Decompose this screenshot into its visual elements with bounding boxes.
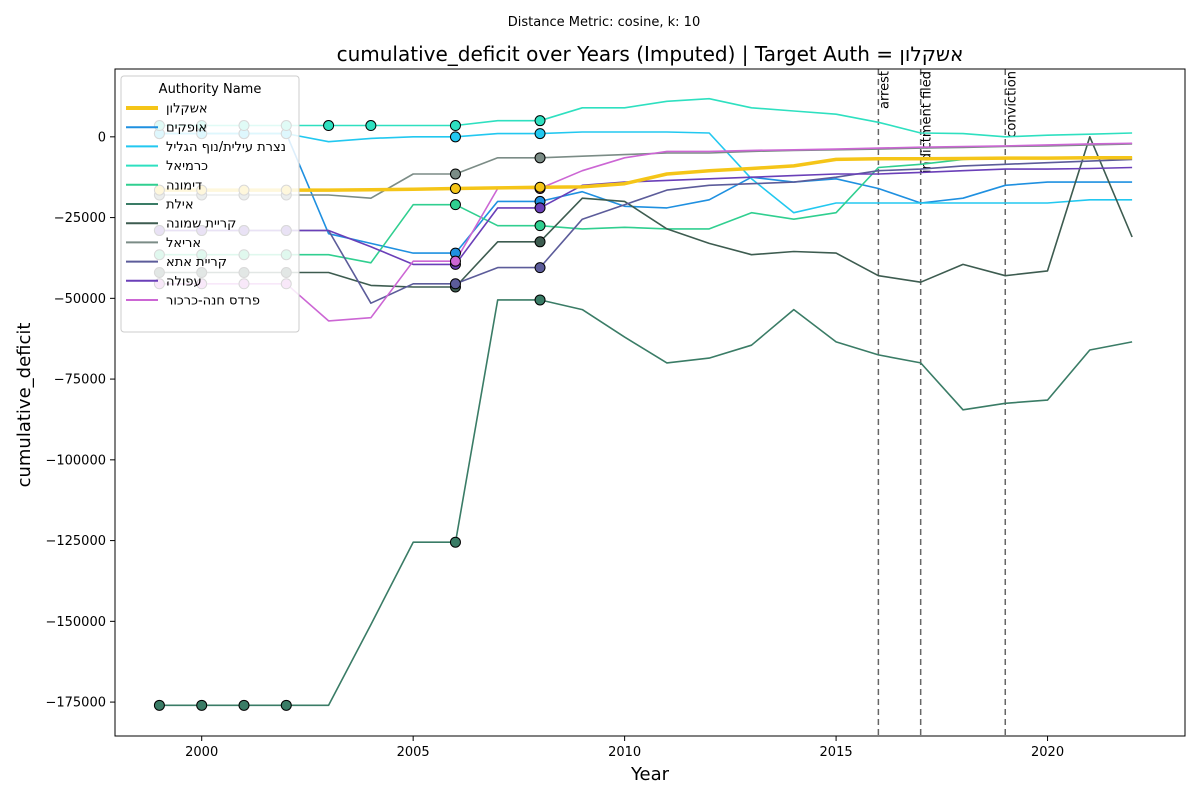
data-point bbox=[534, 236, 546, 248]
y-tick-label: −100000 bbox=[45, 453, 106, 468]
y-tick-label: −75000 bbox=[54, 373, 106, 388]
legend-item-label: קריית שמונה bbox=[166, 217, 236, 232]
legend-item-label: פרדס חנה-כרכור bbox=[166, 294, 260, 309]
data-point bbox=[449, 183, 461, 195]
legend-item-label: אופקים bbox=[166, 121, 207, 136]
data-point bbox=[449, 168, 461, 180]
series-line bbox=[159, 136, 1133, 288]
legend-item-label: נצרת עילית/נוף הגליל bbox=[166, 140, 286, 155]
series-line bbox=[159, 157, 1133, 264]
axes: 2000 2005 2010 2015 2020 0 −25000 −50000 −75000 −… bbox=[45, 130, 1064, 760]
y-tick-label: −25000 bbox=[54, 211, 106, 226]
legend-item-label: אילת bbox=[166, 198, 194, 213]
series-line bbox=[159, 166, 1133, 266]
plot-area: arrest indictment filed conviction bbox=[153, 69, 1133, 736]
data-point bbox=[534, 181, 546, 193]
series-line bbox=[159, 156, 1133, 192]
data-point bbox=[280, 699, 292, 711]
series-line bbox=[159, 132, 1133, 254]
data-point bbox=[238, 699, 250, 711]
legend-item-label: עפולה bbox=[166, 274, 202, 289]
series-line bbox=[159, 131, 1133, 214]
data-point bbox=[449, 120, 461, 132]
x-tick-label: 2000 bbox=[185, 745, 218, 760]
data-point bbox=[449, 199, 461, 211]
y-tick-label: 0 bbox=[98, 130, 106, 145]
data-point bbox=[153, 699, 165, 711]
data-point bbox=[449, 536, 461, 548]
data-point bbox=[534, 262, 546, 274]
legend-item-label: קריית אתא bbox=[166, 255, 227, 270]
legend-title: Authority Name bbox=[159, 82, 262, 97]
data-point bbox=[534, 294, 546, 306]
legend-item-label: אריאל bbox=[166, 236, 201, 251]
data-point bbox=[534, 128, 546, 140]
data-point bbox=[449, 255, 461, 267]
series-line bbox=[159, 299, 1133, 707]
x-tick-label: 2015 bbox=[820, 745, 853, 760]
x-tick-label: 2010 bbox=[608, 745, 641, 760]
x-tick-label: 2005 bbox=[397, 745, 430, 760]
y-tick-label: −125000 bbox=[45, 534, 106, 549]
legend-box bbox=[120, 75, 300, 333]
data-point bbox=[196, 699, 208, 711]
data-point bbox=[534, 202, 546, 214]
y-axis-label: cumulative_deficit bbox=[14, 323, 35, 488]
data-point bbox=[449, 131, 461, 143]
legend-item-label: כרמיאל bbox=[166, 159, 208, 174]
legend-item-label: דימונה bbox=[166, 178, 202, 193]
plot-frame bbox=[114, 68, 1186, 737]
chart-suptitle: Distance Metric: cosine, k: 10 bbox=[508, 15, 700, 30]
chart-title: cumulative_deficit over Years (Imputed) … bbox=[337, 42, 964, 66]
x-tick-label: 2020 bbox=[1031, 745, 1064, 760]
legend: Authority Name אשקלון אופקים נצרת עילית/נו… bbox=[120, 75, 300, 333]
x-axis-label: Year bbox=[630, 764, 670, 785]
y-tick-label: −150000 bbox=[45, 615, 106, 630]
y-tick-label: −175000 bbox=[45, 696, 106, 711]
data-point bbox=[365, 120, 377, 132]
data-point bbox=[449, 278, 461, 290]
data-point bbox=[323, 120, 335, 132]
y-tick-label: −50000 bbox=[54, 292, 106, 307]
legend-item-label: אשקלון bbox=[166, 102, 208, 117]
data-point bbox=[534, 220, 546, 232]
event-label: arrest bbox=[877, 71, 892, 109]
data-point bbox=[534, 115, 546, 127]
series-line bbox=[159, 97, 1133, 138]
data-point bbox=[534, 152, 546, 164]
series-line bbox=[159, 142, 1133, 322]
event-label: conviction bbox=[1004, 71, 1019, 138]
